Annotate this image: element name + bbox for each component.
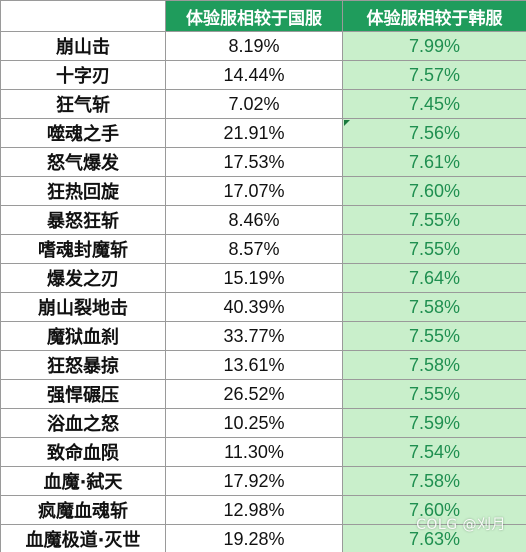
vs-cn-cell[interactable]: 33.77%	[165, 321, 343, 351]
table-row: 致命血陨 11.30% 7.54%	[0, 437, 526, 467]
table-row: 狂怒暴掠 13.61% 7.58%	[0, 350, 526, 380]
vs-kr-cell[interactable]: 7.58%	[342, 466, 526, 496]
table-row: 十字刃 14.44% 7.57%	[0, 60, 526, 90]
table-body: 崩山击 8.19% 7.99% 十字刃 14.44% 7.57% 狂气斩 7.02% 7.45%…	[0, 31, 526, 552]
table-row: 暴怒狂斩 8.46% 7.55%	[0, 205, 526, 235]
table-row: 嗜魂封魔斩 8.57% 7.55%	[0, 234, 526, 264]
vs-cn-cell[interactable]: 17.53%	[165, 147, 343, 177]
skill-name-cell[interactable]: 崩山击	[0, 31, 166, 61]
vs-cn-cell[interactable]: 7.02%	[165, 89, 343, 119]
skill-name-cell[interactable]: 魔狱血刹	[0, 321, 166, 351]
skill-name-cell[interactable]: 暴怒狂斩	[0, 205, 166, 235]
skill-name-cell[interactable]: 爆发之刃	[0, 263, 166, 293]
table-row: 狂气斩 7.02% 7.45%	[0, 89, 526, 119]
table-row: 崩山击 8.19% 7.99%	[0, 31, 526, 61]
table-row: 魔狱血刹 33.77% 7.55%	[0, 321, 526, 351]
vs-cn-cell[interactable]: 12.98%	[165, 495, 343, 525]
skill-name-cell[interactable]: 疯魔血魂斩	[0, 495, 166, 525]
table-row: 强悍碾压 26.52% 7.55%	[0, 379, 526, 409]
vs-cn-cell[interactable]: 15.19%	[165, 263, 343, 293]
colg-watermark: COLG @刈月	[416, 517, 506, 533]
vs-cn-cell[interactable]: 17.07%	[165, 176, 343, 206]
vs-kr-cell[interactable]: 7.58%	[342, 350, 526, 380]
vs-kr-cell[interactable]: 7.58%	[342, 292, 526, 322]
vs-cn-cell[interactable]: 19.28%	[165, 524, 343, 552]
vs-kr-cell[interactable]: 7.54%	[342, 437, 526, 467]
vs-kr-cell[interactable]: 7.99%	[342, 31, 526, 61]
vs-kr-cell[interactable]: 7.64%	[342, 263, 526, 293]
skill-name-cell[interactable]: 狂气斩	[0, 89, 166, 119]
vs-kr-cell[interactable]: 7.56%	[342, 118, 526, 148]
vs-cn-cell[interactable]: 8.57%	[165, 234, 343, 264]
vs-cn-cell[interactable]: 40.39%	[165, 292, 343, 322]
skill-name-cell[interactable]: 十字刃	[0, 60, 166, 90]
skill-name-cell[interactable]: 崩山裂地击	[0, 292, 166, 322]
skill-name-cell[interactable]: 狂怒暴掠	[0, 350, 166, 380]
vs-kr-cell[interactable]: 7.59%	[342, 408, 526, 438]
vs-cn-cell[interactable]: 14.44%	[165, 60, 343, 90]
vs-cn-cell[interactable]: 8.46%	[165, 205, 343, 235]
table-row: 狂热回旋 17.07% 7.60%	[0, 176, 526, 206]
vs-kr-cell[interactable]: 7.61%	[342, 147, 526, 177]
vs-cn-cell[interactable]: 21.91%	[165, 118, 343, 148]
header-vs-cn[interactable]: 体验服相较于国服	[165, 0, 343, 32]
table-row: 疯魔血魂斩 12.98% 7.60%	[0, 495, 526, 525]
table-row: 怒气爆发 17.53% 7.61%	[0, 147, 526, 177]
vs-kr-cell[interactable]: 7.55%	[342, 205, 526, 235]
vs-cn-cell[interactable]: 26.52%	[165, 379, 343, 409]
header-vs-kr[interactable]: 体验服相较于韩服	[342, 0, 526, 32]
skill-name-cell[interactable]: 强悍碾压	[0, 379, 166, 409]
skill-name-cell[interactable]: 致命血陨	[0, 437, 166, 467]
table-row: 爆发之刃 15.19% 7.64%	[0, 263, 526, 293]
vs-kr-cell[interactable]: 7.55%	[342, 321, 526, 351]
vs-kr-cell[interactable]: 7.57%	[342, 60, 526, 90]
table-row: 血魔极道·灭世 19.28% 7.63%	[0, 524, 526, 552]
skill-name-cell[interactable]: 怒气爆发	[0, 147, 166, 177]
vs-kr-cell[interactable]: 7.63%	[342, 524, 526, 552]
skill-name-cell[interactable]: 狂热回旋	[0, 176, 166, 206]
vs-cn-cell[interactable]: 10.25%	[165, 408, 343, 438]
vs-kr-cell[interactable]: 7.60%	[342, 176, 526, 206]
skill-name-cell[interactable]: 浴血之怒	[0, 408, 166, 438]
vs-kr-cell[interactable]: 7.55%	[342, 379, 526, 409]
vs-kr-cell[interactable]: 7.55%	[342, 234, 526, 264]
skill-name-cell[interactable]: 噬魂之手	[0, 118, 166, 148]
table-row: 血魔·弑天 17.92% 7.58%	[0, 466, 526, 496]
vs-cn-cell[interactable]: 8.19%	[165, 31, 343, 61]
header-row: 体验服相较于国服 体验服相较于韩服	[0, 0, 526, 32]
skill-name-cell[interactable]: 嗜魂封魔斩	[0, 234, 166, 264]
table-row: 浴血之怒 10.25% 7.59%	[0, 408, 526, 438]
vs-cn-cell[interactable]: 17.92%	[165, 466, 343, 496]
table-row: 崩山裂地击 40.39% 7.58%	[0, 292, 526, 322]
table-row: 噬魂之手 21.91% 7.56%	[0, 118, 526, 148]
skill-name-cell[interactable]: 血魔·弑天	[0, 466, 166, 496]
vs-kr-cell[interactable]: 7.45%	[342, 89, 526, 119]
vs-cn-cell[interactable]: 11.30%	[165, 437, 343, 467]
vs-cn-cell[interactable]: 13.61%	[165, 350, 343, 380]
skill-name-cell[interactable]: 血魔极道·灭世	[0, 524, 166, 552]
header-skill[interactable]	[0, 0, 166, 32]
